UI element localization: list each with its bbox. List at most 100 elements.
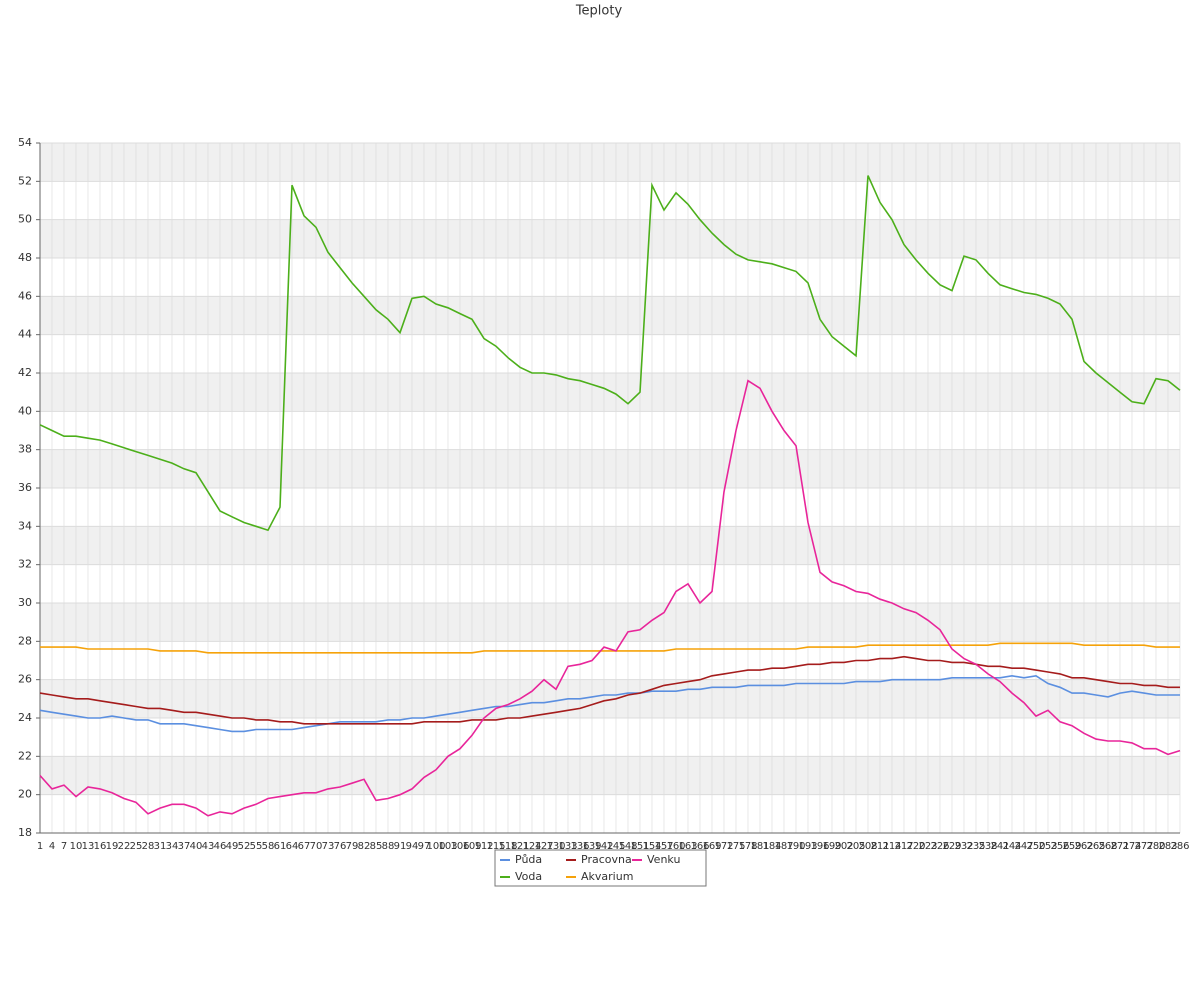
x-tick-label: 163	[678, 841, 697, 852]
x-tick-label: 187	[774, 841, 793, 852]
series-line	[39, 379, 1181, 817]
x-tick-label: 235	[966, 841, 985, 852]
series-line	[39, 655, 1180, 725]
y-tick-label: 46	[18, 289, 32, 302]
x-tick-label: 238	[978, 841, 997, 852]
x-tick-label: 247	[1014, 841, 1033, 852]
x-tick-label: 61	[274, 841, 287, 852]
legend-label: Akvarium	[581, 870, 633, 883]
x-tick-label: 157	[654, 841, 673, 852]
grid-band	[40, 449, 1180, 488]
x-tick-label: 10	[70, 841, 83, 852]
grid-band	[40, 679, 1180, 718]
x-tick-label: 22	[118, 841, 131, 852]
x-tick-label: 205	[846, 841, 865, 852]
y-tick-label: 42	[18, 366, 32, 379]
x-tick-label: 142	[594, 841, 613, 852]
x-tick-label: 148	[618, 841, 637, 852]
x-tick-label: 202	[834, 841, 853, 852]
grid-band	[40, 526, 1180, 565]
legend: Půda Voda Pracovna Akvarium Venku	[494, 849, 707, 887]
x-tick-label: 211	[870, 841, 889, 852]
x-tick-label: 85	[370, 841, 383, 852]
x-tick-label: 133	[558, 841, 577, 852]
x-tick-label: 241	[990, 841, 1009, 852]
x-tick-label: 259	[1062, 841, 1081, 852]
y-tick-label: 52	[18, 174, 32, 187]
y-tick-label: 48	[18, 251, 32, 264]
legend-label: Voda	[515, 870, 542, 883]
x-tick-label: 199	[822, 841, 841, 852]
grid-band	[40, 373, 1180, 412]
x-tick-label: 274	[1122, 841, 1141, 852]
x-tick-label: 106	[450, 841, 469, 852]
y-tick-label: 32	[18, 558, 32, 571]
x-tick-label: 4	[49, 841, 55, 852]
x-tick-label: 220	[906, 841, 925, 852]
grid-band	[40, 603, 1180, 642]
x-tick-label: 64	[286, 841, 299, 852]
series-line	[39, 175, 1181, 532]
x-tick-label: 286	[1170, 841, 1189, 852]
x-tick-label: 253	[1038, 841, 1057, 852]
x-tick-label: 145	[606, 841, 625, 852]
x-tick-label: 82	[358, 841, 371, 852]
x-tick-label: 97	[418, 841, 431, 852]
x-tick-label: 25	[130, 841, 143, 852]
x-tick-label: 277	[1134, 841, 1153, 852]
x-tick-label: 67	[298, 841, 311, 852]
y-tick-label: 20	[18, 788, 32, 801]
x-tick-label: 229	[942, 841, 961, 852]
y-tick-label: 36	[18, 481, 32, 494]
y-tick-label: 26	[18, 673, 32, 686]
x-tick-label: 103	[438, 841, 457, 852]
y-tick-label: 54	[18, 136, 32, 149]
x-tick-label: 49	[226, 841, 239, 852]
chart-title: Teploty	[575, 4, 623, 19]
grid-band	[40, 296, 1180, 335]
y-tick-label: 28	[18, 634, 32, 647]
grid-band	[40, 756, 1180, 795]
x-tick-label: 46	[214, 841, 227, 852]
grid-band	[40, 219, 1180, 258]
x-tick-label: 214	[882, 841, 901, 852]
x-tick-label: 193	[798, 841, 817, 852]
x-tick-label: 34	[166, 841, 179, 852]
x-tick-label: 190	[786, 841, 805, 852]
x-tick-label: 154	[642, 841, 661, 852]
x-tick-label: 79	[346, 841, 359, 852]
x-tick-label: 115	[486, 841, 505, 852]
x-tick-label: 7	[61, 841, 67, 852]
x-tick-label: 73	[322, 841, 335, 852]
x-tick-label: 169	[702, 841, 721, 852]
series-line	[40, 642, 1180, 654]
x-tick-label: 55	[250, 841, 263, 852]
legend-label: Půda	[515, 853, 542, 866]
x-tick-label: 250	[1026, 841, 1045, 852]
x-tick-label: 76	[334, 841, 347, 852]
x-tick-label: 151	[630, 841, 649, 852]
x-tick-label: 28	[142, 841, 155, 852]
y-tick-label: 50	[18, 213, 32, 226]
x-tick-label: 91	[394, 841, 407, 852]
x-tick-label: 37	[178, 841, 191, 852]
x-tick-label: 178	[738, 841, 757, 852]
grid-band	[40, 143, 1180, 182]
x-tick-label: 31	[154, 841, 167, 852]
x-tick-label: 136	[570, 841, 589, 852]
x-tick-label: 121	[510, 841, 529, 852]
x-tick-label: 19	[106, 841, 119, 852]
x-tick-label: 94	[406, 841, 419, 852]
x-tick-label: 16	[94, 841, 107, 852]
x-tick-label: 1	[37, 841, 43, 852]
x-tick-label: 196	[810, 841, 829, 852]
y-tick-label: 40	[18, 404, 32, 417]
x-tick-label: 280	[1146, 841, 1165, 852]
x-tick-label: 127	[534, 841, 553, 852]
x-tick-label: 244	[1002, 841, 1021, 852]
x-tick-label: 43	[202, 841, 215, 852]
x-tick-label: 118	[498, 841, 517, 852]
x-tick-label: 226	[930, 841, 949, 852]
legend-label: Pracovna	[581, 853, 632, 866]
x-tick-label: 100	[426, 841, 445, 852]
